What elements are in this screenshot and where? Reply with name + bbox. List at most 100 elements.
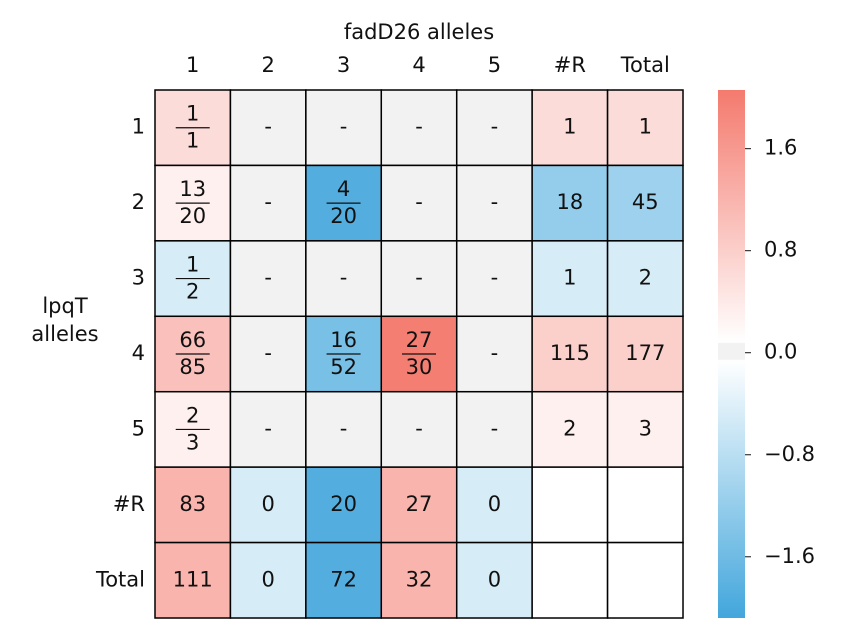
x-tick-label: 4 — [412, 53, 425, 77]
fraction-denominator: 52 — [330, 355, 357, 379]
cell-label: - — [491, 266, 499, 290]
cell-label: 0 — [488, 567, 501, 591]
missing-cell — [531, 466, 609, 544]
cell — [380, 390, 458, 468]
cell-label: 32 — [406, 567, 433, 591]
fraction-denominator: 2 — [186, 280, 199, 304]
cell — [606, 315, 684, 393]
cell-label: 1 — [563, 115, 576, 139]
cell-label: 0 — [261, 567, 274, 591]
fraction-numerator: 16 — [330, 328, 357, 352]
cell — [455, 466, 533, 544]
cell-label: - — [491, 416, 499, 440]
cell — [380, 240, 458, 318]
fraction-denominator: 20 — [330, 204, 357, 228]
cell-label: 27 — [406, 492, 433, 516]
fraction-numerator: 27 — [406, 328, 433, 352]
fraction-numerator: 13 — [179, 177, 206, 201]
cell-label: - — [415, 115, 423, 139]
cell-label: 45 — [632, 190, 659, 214]
cell-label: - — [264, 266, 272, 290]
cell — [229, 541, 307, 619]
cell — [305, 466, 383, 544]
x-axis-title: fadD26 alleles — [344, 20, 494, 44]
cell-label: - — [264, 115, 272, 139]
cell-label: 2 — [639, 266, 652, 290]
cell — [229, 89, 307, 167]
cell-label: - — [340, 115, 348, 139]
fraction-numerator: 1 — [186, 253, 199, 277]
fraction-denominator: 20 — [179, 204, 206, 228]
y-tick-label: Total — [95, 567, 145, 591]
cell-label: - — [415, 190, 423, 214]
cell-label: 0 — [261, 492, 274, 516]
cell — [455, 390, 533, 468]
cell-label: - — [264, 190, 272, 214]
cell-label: - — [415, 416, 423, 440]
x-tick-label: 3 — [337, 53, 350, 77]
cell — [531, 89, 609, 167]
cell — [455, 240, 533, 318]
x-tick-label: 1 — [186, 53, 199, 77]
fraction-denominator: 30 — [406, 355, 433, 379]
fraction-numerator: 66 — [179, 328, 206, 352]
cell-label: 1 — [563, 266, 576, 290]
cell-label: - — [491, 115, 499, 139]
cell — [531, 164, 609, 242]
cell — [154, 541, 232, 619]
cell-label: - — [340, 416, 348, 440]
cell — [455, 164, 533, 242]
missing-cell — [606, 466, 684, 544]
fraction-denominator: 1 — [186, 129, 199, 153]
cell — [380, 541, 458, 619]
colorbar — [718, 90, 745, 618]
cell-label: 111 — [173, 567, 213, 591]
cell-label: 1 — [639, 115, 652, 139]
colorbar-tick-label: −1.6 — [764, 544, 815, 568]
y-tick-label: 2 — [132, 190, 145, 214]
cell-label: 0 — [488, 492, 501, 516]
cell — [455, 541, 533, 619]
cell — [606, 89, 684, 167]
cell-label: - — [415, 266, 423, 290]
y-tick-label: 5 — [132, 416, 145, 440]
y-axis-title: lpqT alleles — [31, 294, 99, 346]
cell-label: - — [264, 341, 272, 365]
y-tick-label: 4 — [132, 341, 145, 365]
cell-label: 72 — [330, 567, 357, 591]
cell-label: 2 — [563, 416, 576, 440]
colorbar-tick-label: 0.0 — [764, 340, 797, 364]
cell-label: 115 — [550, 341, 590, 365]
cell — [531, 390, 609, 468]
cell — [606, 164, 684, 242]
missing-cell — [606, 541, 684, 619]
cell — [305, 541, 383, 619]
fraction-numerator: 2 — [186, 403, 199, 427]
y-tick-label: 3 — [132, 266, 145, 290]
x-tick-label: #R — [554, 53, 586, 77]
cell-label: 177 — [625, 341, 665, 365]
missing-cell — [531, 541, 609, 619]
fraction-numerator: 1 — [186, 102, 199, 126]
cell-label: - — [264, 416, 272, 440]
cell-label: - — [491, 341, 499, 365]
colorbar-tick-label: 0.8 — [764, 238, 797, 262]
cell-label: 3 — [639, 416, 652, 440]
cell — [380, 466, 458, 544]
x-tick-label: Total — [620, 53, 670, 77]
cell — [606, 390, 684, 468]
cell-label: - — [491, 190, 499, 214]
fraction-denominator: 3 — [186, 430, 199, 454]
cell-label: 20 — [330, 492, 357, 516]
fraction-numerator: 4 — [337, 177, 350, 201]
cell-label: 18 — [556, 190, 583, 214]
colorbar-tick-label: 1.6 — [764, 136, 797, 160]
x-tick-label: 2 — [261, 53, 274, 77]
cell — [531, 240, 609, 318]
fraction-denominator: 85 — [179, 355, 206, 379]
y-tick-label: 1 — [132, 115, 145, 139]
cell-label: - — [340, 266, 348, 290]
cell-label: 83 — [179, 492, 206, 516]
